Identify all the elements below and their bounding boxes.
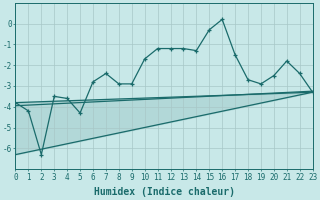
X-axis label: Humidex (Indice chaleur): Humidex (Indice chaleur): [93, 187, 235, 197]
